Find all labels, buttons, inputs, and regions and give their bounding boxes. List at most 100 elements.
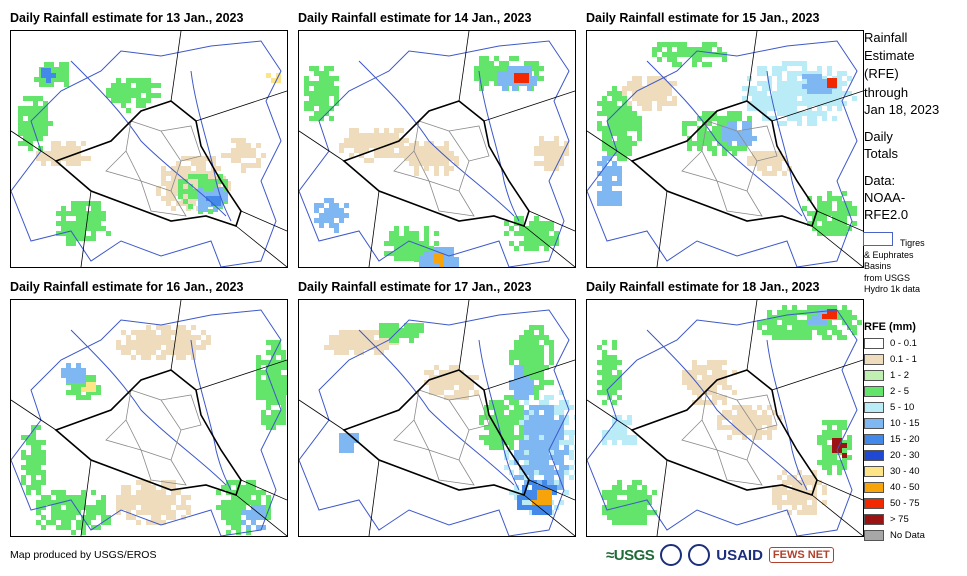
legend-label: 20 - 30 [890, 450, 920, 461]
fews-net-logo: FEWS NET [768, 547, 834, 563]
rainfall-patch [434, 253, 444, 267]
rainfall-map-18-jan [586, 299, 864, 537]
rainfall-patch [81, 382, 96, 392]
legend-label: 0 - 0.1 [890, 338, 917, 349]
legend-item: 5 - 10 [864, 401, 914, 414]
data-source-line1: NOAA- [864, 190, 906, 205]
legend-label: 50 - 75 [890, 498, 920, 509]
legend-label: 1 - 2 [890, 370, 910, 381]
rainfall-map-17-jan [298, 299, 576, 537]
neighbor-borders [299, 31, 575, 267]
rainfall-patch [742, 61, 857, 126]
basin-line4: from USGS [864, 272, 911, 283]
legend-label: 40 - 50 [890, 482, 920, 493]
daily-label: Daily [864, 129, 893, 144]
logo-strip: ≈USGS USAID FEWS NET [606, 541, 834, 569]
rainfall-patch [822, 309, 837, 319]
legend-label: 10 - 15 [890, 418, 920, 429]
basin-legend-text: Tigres & Euphrates Basins from USGS Hydr… [864, 238, 925, 296]
rainfall-patch [532, 490, 552, 505]
panel-title-14-jan: Daily Rainfall estimate for 14 Jan., 202… [298, 11, 532, 25]
legend-item: 40 - 50 [864, 481, 920, 494]
rainfall-patch [652, 42, 727, 67]
rainfall-patch [221, 138, 266, 173]
rainfall-patch [56, 201, 111, 246]
rfe-heading-line1: Rainfall [864, 30, 908, 45]
legend-swatch [864, 386, 884, 397]
rainfall-map-16-jan [10, 299, 288, 537]
noaa-seal-icon [660, 544, 683, 566]
rainfall-patch [384, 226, 439, 261]
rainfall-patch [827, 78, 837, 88]
legend-label: No Data [890, 530, 925, 541]
rfe-heading-line2: Estimate [864, 48, 915, 63]
legend-title: RFE (mm) [864, 321, 916, 333]
rainfall-patch [682, 360, 737, 405]
panel-title-13-jan: Daily Rainfall estimate for 13 Jan., 202… [10, 11, 244, 25]
legend-label: 15 - 20 [890, 434, 920, 445]
province-boundaries [681, 120, 778, 217]
neighbor-borders [11, 300, 287, 536]
legend-item: 0 - 0.1 [864, 337, 917, 350]
country-border [630, 100, 818, 228]
rainfall-patch [21, 425, 46, 495]
legend-item: 1 - 2 [864, 369, 909, 382]
rainfall-patch [36, 490, 111, 535]
panel-title-18-jan: Daily Rainfall estimate for 18 Jan., 202… [586, 280, 820, 294]
legend-swatch [864, 354, 884, 365]
usaid-seal-icon [688, 544, 711, 566]
rainfall-map-15-jan [586, 30, 864, 268]
legend-label: > 75 [890, 514, 909, 525]
map-canvas [299, 300, 575, 536]
province-boundaries [681, 389, 778, 486]
rainfall-patch [504, 216, 559, 251]
rainfall-patch [106, 78, 161, 113]
rainfall-patch [514, 405, 569, 500]
country-border [342, 100, 530, 228]
legend-swatch [864, 434, 884, 445]
legend-item: 10 - 15 [864, 417, 920, 430]
totals-label: Totals [864, 146, 898, 161]
legend-swatch [864, 418, 884, 429]
province-boundaries [105, 120, 202, 217]
legend-item: 50 - 75 [864, 497, 920, 510]
legend-item: No Data [864, 529, 925, 542]
basin-line2: & Euphrates [864, 249, 914, 260]
rainfall-patch [772, 470, 827, 515]
province-boundaries [393, 389, 490, 486]
legend-label: 5 - 10 [890, 402, 915, 413]
rainfall-patch [304, 66, 339, 121]
basin-line5: Hydro 1k data [864, 284, 921, 294]
map-canvas [587, 300, 863, 536]
rainfall-patch [597, 340, 622, 405]
country-border [54, 100, 242, 228]
basin-line3: Basins [864, 261, 892, 271]
rainfall-patch [602, 415, 637, 445]
rainfall-patch [206, 196, 221, 206]
rainfall-patch [622, 76, 677, 111]
legend-swatch [864, 370, 884, 381]
rainfall-patch [314, 198, 349, 233]
province-boundaries [393, 120, 490, 217]
legend-item: 30 - 40 [864, 465, 920, 478]
country-border [630, 369, 818, 497]
legend-swatch [864, 450, 884, 461]
map-canvas [299, 31, 575, 267]
rainfall-patch [514, 73, 529, 83]
legend-swatch [864, 482, 884, 493]
legend-item: 2 - 5 [864, 385, 909, 398]
river-line [646, 329, 808, 491]
through-label: through [864, 85, 909, 100]
map-canvas [11, 31, 287, 267]
legend-item: > 75 [864, 513, 909, 526]
legend-item: 0.1 - 1 [864, 353, 917, 366]
map-canvas [11, 300, 287, 536]
rainfall-patch [61, 363, 86, 383]
neighbor-borders [11, 31, 287, 267]
river-line [70, 60, 232, 222]
legend-item: 20 - 30 [864, 449, 920, 462]
legend-swatch [864, 514, 884, 525]
rainfall-patch [722, 121, 757, 146]
data-label: Data: [864, 173, 896, 188]
basin-line1: Tigres [900, 238, 925, 248]
